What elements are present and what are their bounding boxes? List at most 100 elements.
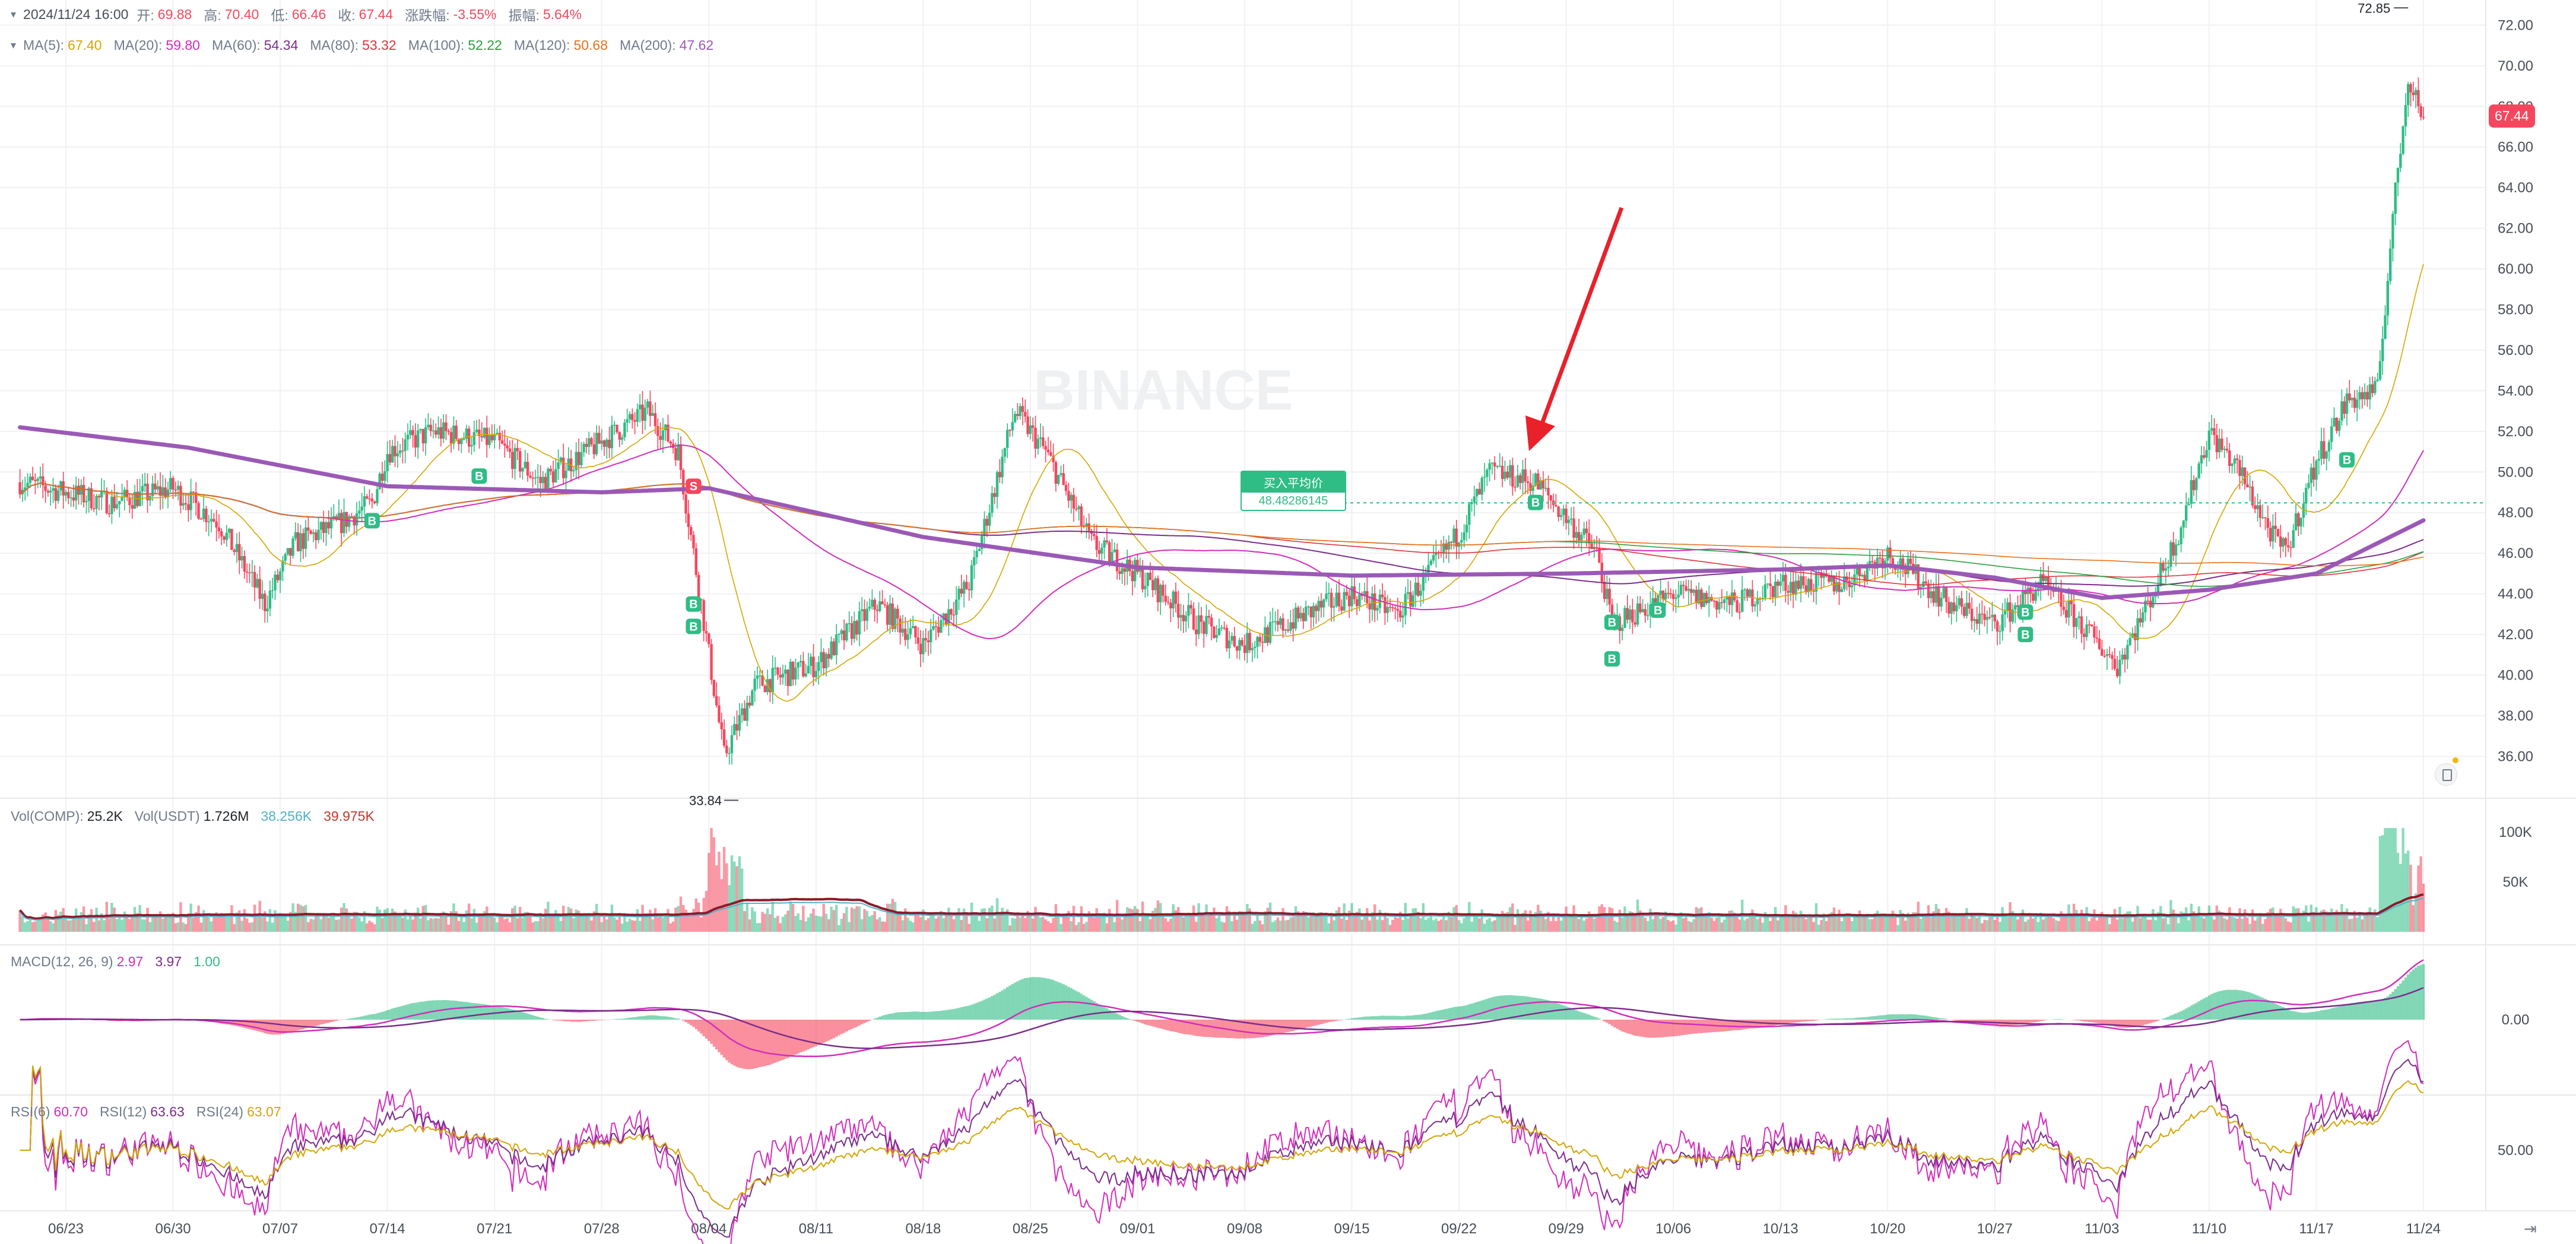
volume-bar [291,903,294,932]
candle-body [901,629,905,633]
candle-body [743,708,746,721]
rsi6-line [20,1039,2424,1244]
volume-bar [212,915,215,932]
buy-average-price-box[interactable]: 买入平均价 48.48286145 [1241,471,1346,511]
collapse-arrow-icon[interactable]: ▾ [11,8,17,20]
volume-bar [1034,906,1037,932]
volume-bar [779,923,782,932]
candle-body [789,661,792,687]
calculator-icon[interactable] [2435,763,2457,786]
collapse-arrow-icon[interactable]: ▾ [11,39,17,51]
macd-bar [2121,1020,2124,1028]
volume-value: 39.975K [323,808,375,824]
macd-bar [1445,1008,1448,1020]
volume-bar [718,852,721,932]
macd-bar [1804,1020,1807,1022]
candle-body [2118,659,2121,677]
volume-bar [1289,917,1292,932]
candle-body [2098,638,2101,649]
volume-bar [2164,918,2168,932]
candle-body [1154,578,1157,591]
volume-bar [34,921,37,932]
axis-settings-icon[interactable]: ⇥ [2524,1220,2537,1237]
volume-bar [1384,912,1387,932]
candle-body [172,478,175,490]
macd-bar [516,1010,519,1020]
candle-body [889,603,892,625]
volume-bar [1988,917,1991,932]
volume-bar [449,911,453,932]
candle-body [817,662,820,671]
macd-bar [853,1020,856,1028]
macd-bar [1044,978,1047,1020]
volume-bar [1460,923,1463,932]
volume-bar [281,916,284,932]
volume-bar [1093,917,1096,932]
candle-body [1315,605,1318,611]
volume-bar [1172,904,1175,932]
macd-bar [1842,1018,1846,1020]
macd-bar [1848,1018,1851,1020]
candle-body [317,529,320,541]
volume-bar [1626,916,1629,932]
macd-bar [490,1005,494,1020]
macd-bar [1095,1002,1098,1020]
volume-bar [562,906,565,932]
candle-body [2141,612,2144,623]
candle-body [1177,604,1180,618]
candle-body [1409,592,1412,607]
candle-body [1070,494,1073,501]
volume-bar [2279,909,2282,932]
volume-bar [1661,917,1665,932]
macd-bar [756,1020,759,1068]
candle-body [2014,605,2017,610]
macd-bar [2019,1020,2022,1025]
candle-body [541,477,545,483]
macd-bar [616,1018,618,1020]
volume-bar [1003,912,1007,932]
volume-bar [865,910,868,932]
candle-body [575,452,578,471]
macd-bar [1261,1020,1264,1037]
macd-bar [1799,1020,1803,1022]
volume-bar [1138,921,1141,932]
volume-bar [1141,902,1144,932]
volume-bar [2200,916,2203,932]
candle-body [1381,594,1384,598]
macd-bar [421,1001,425,1020]
volume-bar [922,909,925,932]
ma-value: 59.80 [166,37,200,53]
volume-bar [539,913,542,932]
macd-bar [309,1020,312,1027]
candle-body [2320,441,2323,459]
macd-bar [1394,1015,1397,1020]
macd-bar [2115,1020,2119,1027]
volume-bar [67,920,70,932]
macd-bar [315,1020,318,1026]
macd-bar [1032,977,1035,1020]
volume-bar [2269,909,2272,932]
macd-bar [1835,1018,1838,1020]
candle-body [401,450,404,452]
macd-bar [889,1013,892,1020]
volume-bar [1697,908,1701,932]
macd-bar [950,1009,953,1020]
macd-bar [1547,1000,1550,1020]
volume-bar [881,921,884,932]
macd-bar [1138,1020,1141,1023]
volume-bar [363,911,366,932]
volume-bar [1100,915,1103,932]
volume-bar [74,908,78,932]
macd-bar [2231,989,2234,1020]
volume-bar [735,866,738,932]
price-axis-label: 56.00 [2498,342,2533,358]
candle-body [2264,517,2267,519]
macd-bar [2261,998,2264,1020]
volume-bar [511,908,514,932]
volume-bar [59,912,62,932]
annotation-arrow-head [1525,415,1555,451]
macd-bar [802,1020,805,1052]
macd-bar [878,1016,881,1020]
candle-body [1327,592,1331,594]
